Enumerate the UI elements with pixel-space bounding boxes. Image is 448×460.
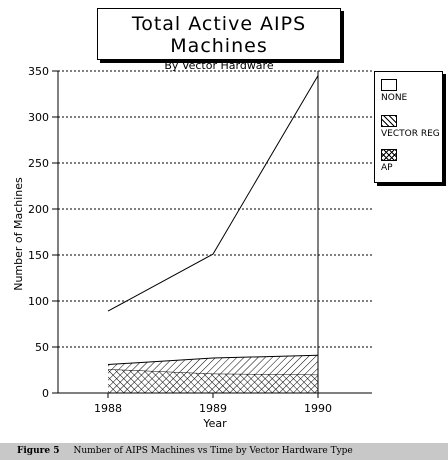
- legend-label-vector-reg: VECTOR REG: [381, 129, 440, 139]
- legend-item-vector-reg: VECTOR REG: [381, 115, 440, 139]
- area-ap: [108, 369, 318, 393]
- legend-swatch-ap: [381, 149, 397, 161]
- chart-title: Total Active AIPS Machines: [131, 13, 307, 57]
- series-line-vector-reg: [107, 354, 319, 365]
- chart-area: 350 300 250 200 150 100 50 0 1988 1989 1990 Numbe…: [12, 65, 372, 430]
- figure-label: Figure 5: [17, 446, 60, 456]
- x-axis-label: Year: [202, 417, 227, 430]
- legend-item-ap: AP: [381, 149, 397, 173]
- legend: NONE VECTOR REG AP: [374, 71, 443, 183]
- chart-title-box: Total Active AIPS Machines By Vector Har…: [97, 8, 341, 72]
- y-tick-label: 200: [28, 203, 49, 216]
- y-tick-label: 50: [35, 341, 49, 354]
- x-tick-label: 1988: [94, 402, 122, 415]
- chart-subtitle: By Vector Hardware: [164, 59, 274, 72]
- area-vector-reg: [108, 355, 318, 375]
- figure-caption: Figure 5 Number of AIPS Machines vs Time …: [0, 443, 448, 460]
- y-tick-label: 350: [28, 65, 49, 78]
- legend-label-none: NONE: [381, 93, 408, 103]
- y-tick-label: 150: [28, 249, 49, 262]
- legend-swatch-none: [381, 79, 397, 91]
- x-tick-label: 1989: [199, 402, 227, 415]
- y-axis-label: Number of Machines: [12, 177, 25, 291]
- legend-label-ap: AP: [381, 163, 393, 173]
- y-tick-label: 0: [42, 387, 49, 400]
- y-tick-label: 250: [28, 157, 49, 170]
- y-tick-label: 300: [28, 111, 49, 124]
- series-line-none: [107, 75, 319, 312]
- area-none: [108, 76, 318, 365]
- x-tick-label: 1990: [304, 402, 332, 415]
- figure-caption-text: Number of AIPS Machines vs Time by Vecto…: [73, 446, 353, 456]
- y-tick-label: 100: [28, 295, 49, 308]
- legend-item-none: NONE: [381, 79, 407, 103]
- legend-swatch-vector-reg: [381, 115, 397, 127]
